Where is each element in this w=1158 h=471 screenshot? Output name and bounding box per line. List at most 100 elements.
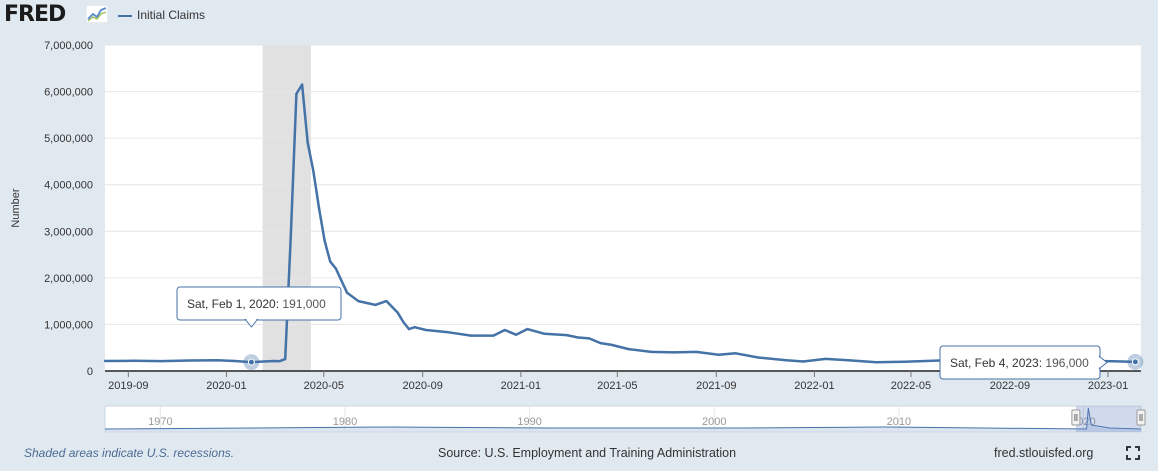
hover-marker xyxy=(247,358,255,366)
data-point xyxy=(756,356,760,359)
data-point xyxy=(649,350,653,354)
x-tick-label: 2020-01 xyxy=(206,380,246,392)
x-tick-label: 2021-01 xyxy=(501,380,541,392)
source-text: Source: U.S. Employment and Training Adm… xyxy=(438,446,737,460)
site-link[interactable]: fred.stlouisfed.org xyxy=(994,446,1094,460)
data-point xyxy=(785,359,788,362)
data-point xyxy=(216,359,219,362)
data-point xyxy=(334,267,338,270)
tooltip-box xyxy=(176,286,342,321)
navigator-tick-label: 2000 xyxy=(702,416,726,428)
x-tick-label: 2020-05 xyxy=(304,380,344,392)
data-point xyxy=(469,334,473,337)
plot-area xyxy=(105,45,1141,371)
x-tick-label: 2022-05 xyxy=(891,380,931,392)
navigator-series-area xyxy=(105,408,1141,432)
data-point xyxy=(801,360,805,363)
data-point xyxy=(903,360,906,363)
data-point xyxy=(610,343,613,347)
data-point xyxy=(542,332,546,335)
data-point xyxy=(514,333,518,336)
tooltip-value: 191,000 xyxy=(282,297,326,311)
legend-series-line xyxy=(118,15,132,17)
data-point xyxy=(323,239,326,242)
chart-header: FRED Initial Claims xyxy=(0,0,1158,32)
navigator-tick-label: 2010 xyxy=(887,416,911,428)
fullscreen-icon[interactable] xyxy=(1126,446,1140,460)
navigator-selection[interactable] xyxy=(1075,406,1141,432)
data-point xyxy=(374,303,377,307)
x-tick-label: 2020-09 xyxy=(403,380,443,392)
data-point xyxy=(317,206,321,210)
y-tick-label: 0 xyxy=(87,366,93,378)
data-point xyxy=(396,311,399,314)
data-point xyxy=(103,359,107,363)
data-point xyxy=(413,326,416,329)
y-tick-label: 2,000,000 xyxy=(44,273,93,285)
navigator-tick-label: 1970 xyxy=(148,416,172,428)
x-tick-label: 2023-01 xyxy=(1088,380,1128,392)
fred-graph-icon xyxy=(86,5,108,23)
data-point xyxy=(931,359,934,362)
navigator-tick-label: 1980 xyxy=(333,416,357,428)
data-point xyxy=(407,327,411,331)
y-tick-label: 5,000,000 xyxy=(44,133,93,145)
y-tick-label: 6,000,000 xyxy=(44,87,93,99)
y-tick-label: 4,000,000 xyxy=(44,180,93,192)
data-point xyxy=(1111,360,1115,363)
navigator-tick-label: 1990 xyxy=(517,416,541,428)
data-point xyxy=(402,320,405,324)
tooltip-date: Sat, Feb 1, 2020: xyxy=(187,297,282,311)
data-point xyxy=(599,341,602,345)
data-point xyxy=(295,92,298,96)
y-tick-label: 7,000,000 xyxy=(44,40,93,52)
data-point xyxy=(565,333,568,337)
x-tick-label: 2021-09 xyxy=(696,380,736,392)
data-point xyxy=(503,328,506,332)
data-point xyxy=(272,359,276,363)
legend-series-label[interactable]: Initial Claims xyxy=(137,8,206,22)
data-point xyxy=(576,336,580,339)
data-point xyxy=(385,299,388,303)
data-point xyxy=(492,334,495,337)
tooltip-text: Sat, Feb 1, 2020: 191,000 xyxy=(187,297,326,311)
x-tick-label: 2021-05 xyxy=(597,380,637,392)
data-point xyxy=(345,291,349,294)
y-tick-label: 3,000,000 xyxy=(44,226,93,238)
x-tick-label: 2019-09 xyxy=(108,380,148,392)
data-point xyxy=(424,328,428,332)
tooltip-date: Sat, Feb 4, 2023: xyxy=(950,356,1045,370)
data-point xyxy=(306,141,309,144)
data-point xyxy=(526,327,529,331)
data-point xyxy=(824,357,827,361)
data-point xyxy=(278,360,281,363)
y-tick-label: 1,000,000 xyxy=(44,319,93,331)
data-point xyxy=(588,337,591,340)
hover-marker xyxy=(1131,358,1139,366)
data-point xyxy=(627,347,630,351)
line-chart: 0 1,000,000 2,000,000 3,000,000 4,000,000 5,0… xyxy=(10,40,1146,433)
fred-logo[interactable]: FRED xyxy=(4,2,66,27)
data-point xyxy=(717,353,720,356)
data-point xyxy=(283,357,287,361)
data-point xyxy=(188,359,191,362)
data-point xyxy=(289,234,293,238)
y-axis-label: Number xyxy=(10,188,22,227)
x-tick-label: 2022-09 xyxy=(990,380,1030,392)
data-point xyxy=(131,359,135,362)
data-point xyxy=(357,299,360,303)
navigator-handle-right[interactable] xyxy=(1136,409,1146,426)
data-point xyxy=(672,351,675,354)
data-point xyxy=(233,359,236,363)
navigator-series-line xyxy=(104,407,1142,430)
tooltip-value: 196,000 xyxy=(1045,356,1089,370)
data-point xyxy=(447,331,450,334)
x-tick-label: 2022-01 xyxy=(794,380,834,392)
data-point xyxy=(160,359,163,363)
data-point xyxy=(734,352,737,355)
data-point xyxy=(312,169,315,172)
data-point xyxy=(847,359,850,362)
data-point xyxy=(694,350,698,354)
tooltip-text: Sat, Feb 4, 2023: 196,000 xyxy=(950,356,1089,370)
navigator-handle-left[interactable] xyxy=(1071,409,1081,426)
